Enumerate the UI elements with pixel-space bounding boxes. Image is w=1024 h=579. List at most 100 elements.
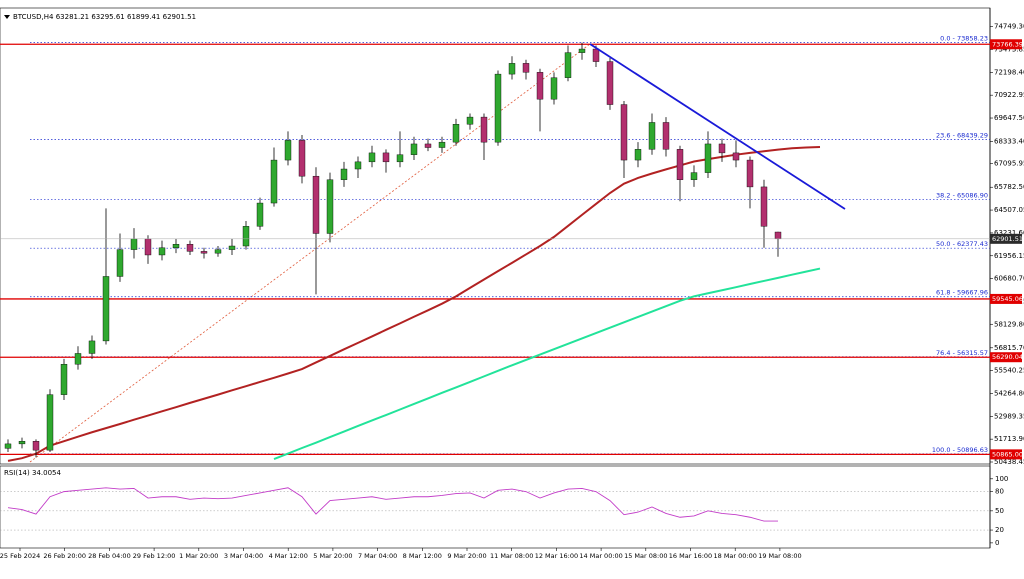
x-tick-label: 7 Mar 04:00: [358, 552, 397, 560]
candle-body: [774, 231, 782, 240]
x-tick-label: 4 Mar 12:00: [269, 552, 308, 560]
candle-body: [340, 168, 348, 180]
candle-body: [480, 116, 488, 143]
y-tick-label: 69647.50: [994, 114, 1024, 122]
candle-body: [550, 77, 558, 100]
candle-body: [438, 141, 446, 148]
candle-body: [88, 340, 96, 354]
candle-body: [46, 394, 54, 451]
rsi-tick-label: 0: [995, 539, 999, 547]
x-tick-label: 12 Mar 16:00: [535, 552, 578, 560]
candle-body: [536, 72, 544, 100]
rsi-line: [7, 487, 779, 522]
symbol: BTCUSD,H4: [13, 13, 54, 21]
chart-header: BTCUSD,H4 63281.21 63295.61 61899.41 629…: [13, 13, 196, 21]
x-tick-label: 1 Mar 20:00: [179, 552, 218, 560]
low: 61899.41: [127, 13, 160, 21]
candle-body: [690, 172, 698, 180]
fib-label: 38.2 - 65086.90: [936, 192, 988, 200]
candle-body: [18, 441, 26, 445]
x-tick-label: 15 Mar 08:00: [624, 552, 667, 560]
candle-body: [508, 63, 516, 75]
candle-body: [732, 152, 740, 161]
candle-body: [186, 244, 194, 252]
candle-body: [60, 364, 68, 395]
candle-body: [102, 276, 110, 342]
y-tick-label: 52989.35: [994, 412, 1024, 420]
candle-body: [200, 251, 208, 254]
candle-body: [522, 63, 530, 73]
candle-body: [354, 161, 362, 170]
rsi-header: RSI(14) 34.0054: [4, 469, 61, 477]
level-box-label: 59545.06: [992, 295, 1023, 303]
level-box-label: 56290.04: [992, 353, 1023, 361]
level-box: [990, 293, 1022, 304]
fib-label: 61.8 - 59667.96: [936, 289, 988, 297]
y-tick-label: 56815.70: [994, 344, 1024, 352]
candle-body: [158, 247, 166, 256]
candle-body: [326, 179, 334, 234]
level-box: [990, 39, 1022, 50]
fib-label: 50.0 - 62377.43: [936, 240, 988, 248]
rsi-tick-label: 50: [995, 507, 1004, 515]
level-box: [990, 449, 1022, 460]
candle-body: [256, 202, 264, 227]
x-tick-label: 18 Mar 00:00: [713, 552, 756, 560]
candle-body: [606, 61, 614, 105]
y-tick-label: 54264.80: [994, 389, 1024, 397]
candle-body: [718, 143, 726, 154]
level-box: [990, 352, 1022, 363]
y-tick-label: 50438.45: [994, 458, 1024, 466]
candle-body: [270, 159, 278, 204]
x-tick-label: 19 Mar 08:00: [758, 552, 801, 560]
candle-body: [704, 143, 712, 173]
candle-body: [382, 152, 390, 163]
last-price-box: [990, 233, 1022, 244]
candle-body: [466, 116, 474, 125]
candle-body: [228, 245, 236, 250]
candle-body: [172, 244, 180, 249]
fib-label: 100.0 - 50896.63: [932, 446, 988, 454]
y-tick-label: 63231.60: [994, 229, 1024, 237]
level-box-label: 73766.39: [992, 40, 1023, 48]
x-tick-label: 3 Mar 04:00: [224, 552, 263, 560]
last-price-label: 62901.51: [992, 235, 1023, 243]
y-tick-label: 72198.40: [994, 68, 1024, 76]
candle-body: [634, 149, 642, 161]
candle-body: [648, 122, 656, 150]
y-tick-label: 68333.40: [994, 138, 1024, 146]
level-box-label: 50865.00: [992, 450, 1023, 458]
candle-body: [242, 226, 250, 247]
fib-diagonal: [29, 43, 591, 463]
rsi-tick-label: 100: [995, 475, 1008, 483]
rsi-name: RSI(14): [4, 469, 30, 477]
x-tick-label: 11 Mar 08:00: [490, 552, 533, 560]
candle-body: [312, 175, 320, 234]
candle-body: [760, 186, 768, 227]
y-tick-label: 70922.95: [994, 91, 1024, 99]
candle-body: [284, 140, 292, 161]
candle-body: [578, 48, 586, 53]
x-tick-label: 26 Feb 20:00: [43, 552, 86, 560]
rsi-tick-label: 20: [995, 526, 1004, 534]
y-tick-label: 67095.95: [994, 160, 1024, 168]
rsi-pane: [0, 465, 991, 549]
open: 63281.21: [56, 13, 89, 21]
y-tick-label: 73473.85: [994, 46, 1024, 54]
moving-average: [7, 145, 821, 462]
y-tick-label: 64507.05: [994, 206, 1024, 214]
candle-body: [620, 104, 628, 161]
candle-body: [494, 73, 502, 143]
x-tick-label: 29 Feb 12:00: [133, 552, 176, 560]
candle-body: [452, 124, 460, 143]
candle-body: [410, 143, 418, 155]
y-tick-label: 55540.25: [994, 367, 1024, 375]
x-tick-label: 25 Feb 2024: [0, 552, 40, 560]
candle-body: [368, 152, 376, 163]
y-tick-label: 74749.30: [994, 23, 1024, 31]
candle-body: [564, 52, 572, 78]
candle-body: [676, 149, 684, 180]
rsi-value: 34.0054: [32, 469, 61, 477]
candle-body: [298, 140, 306, 177]
